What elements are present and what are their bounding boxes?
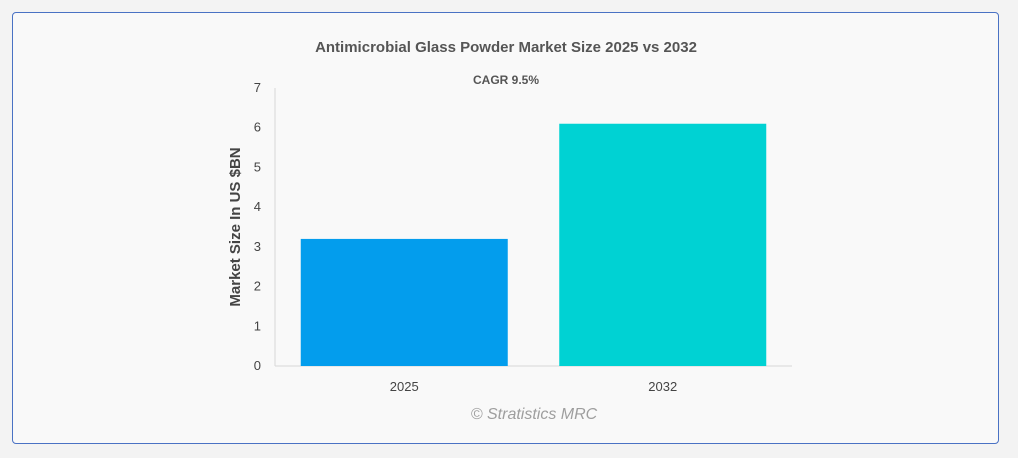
x-tick-label: 2032 bbox=[648, 379, 677, 394]
y-tick-label: 2 bbox=[254, 279, 261, 294]
chart-title: Antimicrobial Glass Powder Market Size 2… bbox=[315, 39, 697, 56]
chart-subtitle: CAGR 9.5% bbox=[473, 73, 539, 87]
y-tick-label: 0 bbox=[254, 358, 261, 373]
y-tick-label: 7 bbox=[254, 80, 261, 95]
y-ticks: 0 1 2 3 4 5 6 7 bbox=[254, 80, 261, 373]
x-ticks: 2025 2032 bbox=[390, 379, 677, 394]
chart-frame bbox=[12, 12, 999, 444]
y-tick-label: 5 bbox=[254, 159, 261, 174]
y-tick-label: 6 bbox=[254, 120, 261, 135]
bar-2025 bbox=[300, 238, 508, 366]
y-axis-label: Market Size In US $BN bbox=[227, 147, 244, 306]
bar-2032 bbox=[559, 123, 767, 366]
y-tick-label: 1 bbox=[254, 318, 261, 333]
y-tick-label: 4 bbox=[254, 199, 261, 214]
watermark: © Stratistics MRC bbox=[471, 406, 598, 423]
bars bbox=[300, 123, 767, 366]
y-tick-label: 3 bbox=[254, 239, 261, 254]
x-tick-label: 2025 bbox=[390, 379, 419, 394]
